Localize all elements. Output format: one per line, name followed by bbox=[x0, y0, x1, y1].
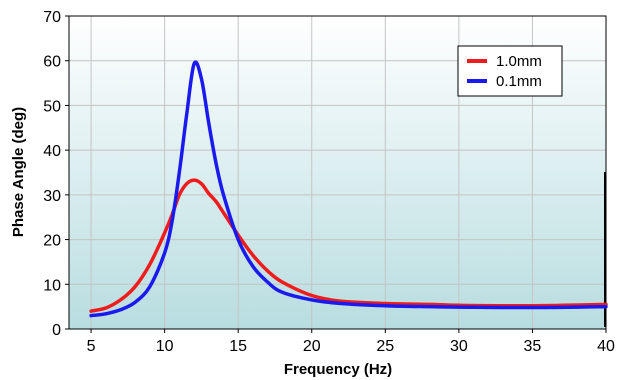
y-tick-label: 10 bbox=[43, 277, 61, 294]
x-tick-label: 35 bbox=[524, 338, 542, 355]
x-tick-label: 10 bbox=[156, 338, 174, 355]
y-tick-label: 20 bbox=[43, 233, 61, 250]
legend-box bbox=[457, 45, 563, 97]
y-tick-label: 30 bbox=[43, 188, 61, 205]
x-tick-label: 5 bbox=[87, 338, 96, 355]
x-tick-label: 20 bbox=[303, 338, 321, 355]
legend: 1.0mm 0.1mm bbox=[457, 45, 563, 97]
y-tick-label: 0 bbox=[52, 322, 61, 339]
x-tick-label: 40 bbox=[597, 338, 615, 355]
x-tick-label: 25 bbox=[376, 338, 394, 355]
legend-label-0.1mm: 0.1mm bbox=[496, 73, 542, 90]
legend-label-1.0mm: 1.0mm bbox=[496, 53, 542, 70]
series-line-1.0mm bbox=[89, 178, 608, 313]
x-axis-title: Frequency (Hz) bbox=[284, 361, 392, 378]
x-tick-label: 15 bbox=[229, 338, 247, 355]
y-tick-label: 40 bbox=[43, 143, 61, 160]
series-layer bbox=[89, 60, 608, 318]
tick-layer: 5 10 15 20 25 30 35 40 0 10 20 30 40 50 60 70 bbox=[43, 9, 615, 355]
y-axis-title: Phase Angle (deg) bbox=[10, 107, 27, 237]
series-line-0.1mm bbox=[89, 60, 608, 318]
y-tick-label: 60 bbox=[43, 54, 61, 71]
y-tick-label: 70 bbox=[43, 9, 61, 26]
y-tick-label: 50 bbox=[43, 98, 61, 115]
x-tick-label: 30 bbox=[450, 338, 468, 355]
